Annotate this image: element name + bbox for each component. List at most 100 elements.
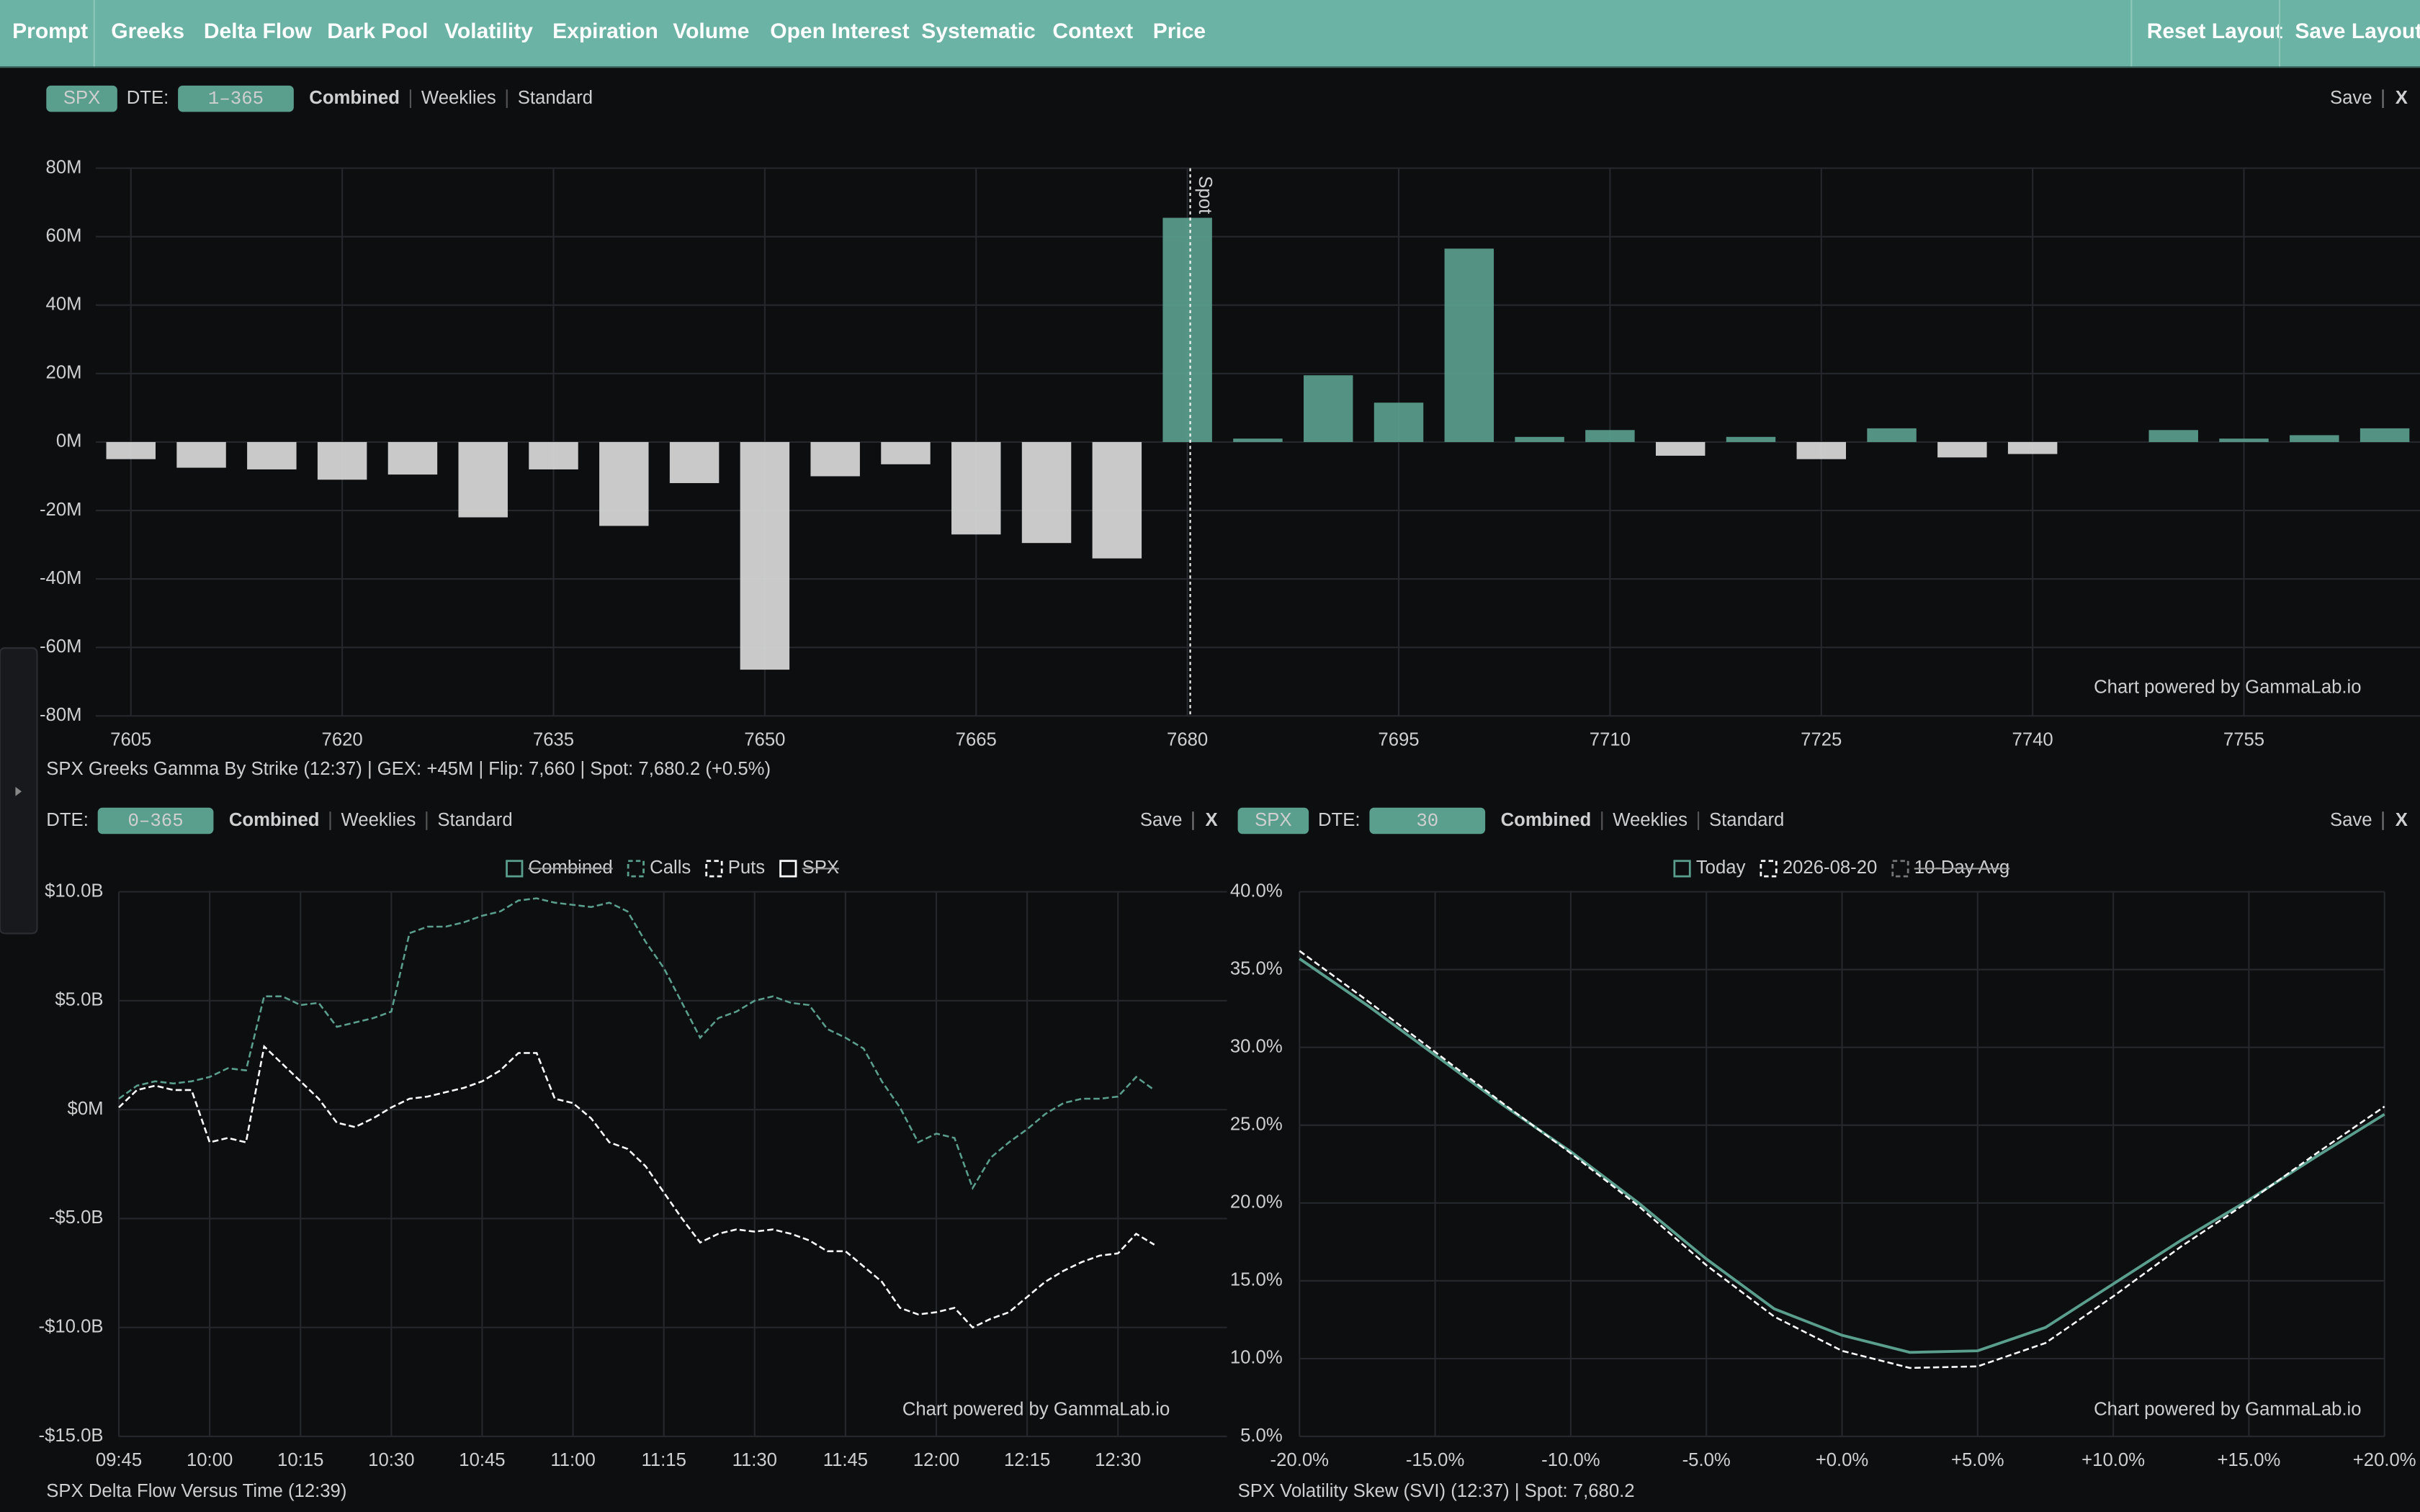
pill-text: 1–365 bbox=[208, 89, 264, 109]
bar bbox=[1726, 436, 1776, 442]
bar bbox=[247, 441, 297, 469]
x-tick-label: 7650 bbox=[744, 729, 785, 750]
bar bbox=[1655, 441, 1706, 456]
nav-action[interactable]: Reset Layout bbox=[2147, 19, 2282, 43]
pill-text: SPX bbox=[1255, 810, 1291, 830]
legend-icon[interactable] bbox=[705, 860, 723, 878]
mode-option[interactable]: Combined bbox=[229, 810, 320, 830]
x-tick-label: +10.0% bbox=[2081, 1450, 2145, 1470]
bar bbox=[1021, 441, 1072, 544]
y-tick-label: 40M bbox=[46, 294, 82, 315]
bar bbox=[458, 441, 508, 518]
y-tick-label: -$15.0B bbox=[39, 1426, 104, 1446]
legend-icon[interactable] bbox=[506, 860, 524, 878]
y-tick-label: -80M bbox=[40, 705, 82, 725]
y-tick-label: $5.0B bbox=[55, 990, 103, 1010]
mode-option[interactable]: Combined bbox=[1501, 810, 1592, 830]
save-button[interactable]: Save bbox=[2330, 88, 2372, 108]
x-tick-label: 11:45 bbox=[823, 1450, 868, 1470]
bar bbox=[1867, 428, 1917, 442]
mode-option[interactable]: Weeklies bbox=[341, 810, 416, 830]
nav-item[interactable]: Volume bbox=[673, 19, 749, 43]
close-button[interactable]: X bbox=[2396, 810, 2408, 830]
nav-item[interactable]: Systematic bbox=[921, 19, 1035, 43]
legend-label[interactable]: Combined bbox=[529, 858, 613, 878]
side-tab-arrow bbox=[15, 786, 22, 796]
x-tick-label: +20.0% bbox=[2353, 1450, 2416, 1470]
y-tick-label: 20M bbox=[46, 363, 82, 383]
nav-item[interactable]: Volatility bbox=[444, 19, 533, 43]
nav-item[interactable]: Delta Flow bbox=[204, 19, 313, 43]
series-line bbox=[118, 1044, 1155, 1329]
x-tick-label: -20.0% bbox=[1270, 1450, 1329, 1470]
x-tick-label: 12:15 bbox=[1004, 1450, 1050, 1470]
legend-icon[interactable] bbox=[627, 860, 645, 878]
y-tick-label: 40.0% bbox=[1230, 881, 1283, 901]
chart-title: SPX Delta Flow Versus Time (12:39) bbox=[46, 1481, 346, 1501]
bar bbox=[2290, 435, 2339, 442]
close-button[interactable]: X bbox=[2396, 88, 2408, 108]
legend-label[interactable]: Calls bbox=[650, 858, 691, 878]
x-tick-label: -5.0% bbox=[1682, 1450, 1731, 1470]
nav-item[interactable]: Context bbox=[1052, 19, 1133, 43]
pill[interactable] bbox=[97, 807, 214, 834]
legend-label[interactable]: 10-Day Avg bbox=[1914, 858, 2009, 878]
pill[interactable] bbox=[46, 85, 117, 112]
nav-item[interactable]: Price bbox=[1153, 19, 1206, 43]
legend-icon[interactable] bbox=[1891, 860, 1909, 878]
bar bbox=[106, 441, 156, 459]
y-tick-label: 60M bbox=[46, 225, 82, 246]
bar bbox=[1585, 430, 1635, 442]
bar bbox=[176, 441, 226, 468]
x-tick-label: 09:45 bbox=[96, 1450, 142, 1470]
legend-icon[interactable] bbox=[1673, 860, 1691, 878]
pill[interactable] bbox=[178, 85, 294, 112]
nav-item[interactable]: Expiration bbox=[552, 19, 658, 43]
pill[interactable] bbox=[1369, 807, 1486, 834]
pill-text: SPX bbox=[63, 88, 100, 108]
y-tick-label: -20M bbox=[40, 500, 82, 520]
x-tick-label: 7755 bbox=[2223, 729, 2264, 750]
legend-label[interactable]: 2026-08-20 bbox=[1783, 858, 1877, 878]
bar bbox=[2360, 428, 2410, 442]
y-tick-label: -40M bbox=[40, 568, 82, 588]
x-tick-label: 7695 bbox=[1378, 729, 1419, 750]
nav-item[interactable]: Open Interest bbox=[770, 19, 909, 43]
x-tick-label: 11:15 bbox=[641, 1450, 686, 1470]
save-button[interactable]: Save bbox=[2330, 810, 2372, 830]
bar bbox=[1937, 441, 1987, 458]
bar bbox=[1233, 438, 1283, 442]
mode-option[interactable]: Standard bbox=[437, 810, 512, 830]
legend-icon[interactable] bbox=[779, 860, 797, 878]
legend-label[interactable]: SPX bbox=[802, 858, 839, 878]
y-tick-label: 10.0% bbox=[1230, 1348, 1283, 1368]
dte-label: DTE: bbox=[1318, 810, 1361, 830]
x-tick-label: 7635 bbox=[533, 729, 574, 750]
legend-label[interactable]: Today bbox=[1696, 858, 1746, 878]
y-tick-label: -$5.0B bbox=[49, 1207, 104, 1228]
close-button[interactable]: X bbox=[1206, 810, 1218, 830]
pill[interactable] bbox=[1237, 807, 1309, 834]
chart-title: SPX Volatility Skew (SVI) (12:37) | Spot… bbox=[1238, 1481, 1635, 1501]
nav-item[interactable]: Prompt bbox=[12, 19, 88, 43]
pill-text: 30 bbox=[1416, 811, 1438, 832]
bar bbox=[1796, 441, 1846, 459]
pill-text: 0–365 bbox=[128, 811, 184, 832]
mode-option[interactable]: Weeklies bbox=[421, 88, 496, 108]
nav-action[interactable]: Save Layout bbox=[2295, 19, 2420, 43]
nav-item[interactable]: Dark Pool bbox=[327, 19, 428, 43]
mode-option[interactable]: Weeklies bbox=[1613, 810, 1688, 830]
bar bbox=[2007, 441, 2058, 454]
legend-label[interactable]: Puts bbox=[728, 858, 765, 878]
bar bbox=[669, 441, 720, 483]
bar bbox=[1373, 402, 1424, 442]
nav-item[interactable]: Greeks bbox=[111, 19, 184, 43]
legend-icon[interactable] bbox=[1760, 860, 1778, 878]
mode-option[interactable]: Combined bbox=[309, 88, 400, 108]
nav-bar bbox=[0, 0, 2420, 67]
mode-option[interactable]: Standard bbox=[518, 88, 593, 108]
mode-option[interactable]: Standard bbox=[1709, 810, 1784, 830]
save-button[interactable]: Save bbox=[1140, 810, 1183, 830]
